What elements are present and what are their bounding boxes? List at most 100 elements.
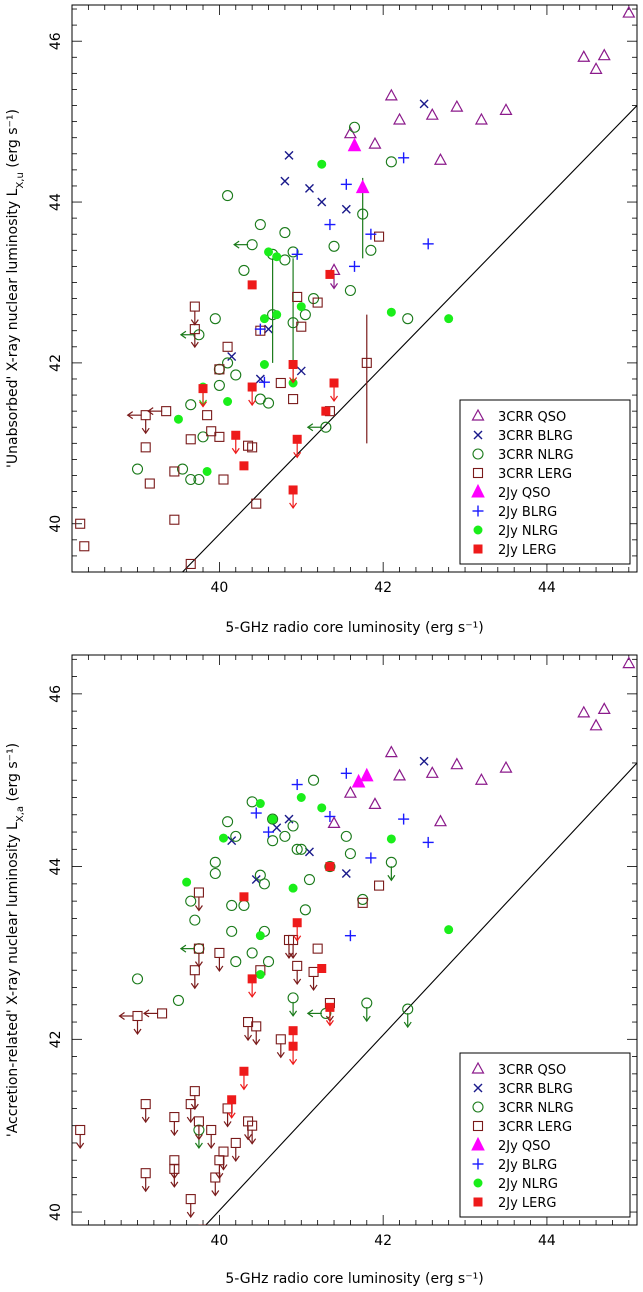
point-3crr-nlrg — [402, 313, 414, 325]
point-3crr-lerg — [214, 364, 225, 375]
y-tick-label: 40 — [48, 515, 64, 533]
point-3crr-nlrg — [246, 239, 258, 251]
x-tick-label: 44 — [538, 580, 556, 596]
upper-limit-arrowhead — [186, 1116, 195, 1124]
point-3crr-qso — [577, 50, 591, 62]
upper-limit-arrowhead — [252, 1039, 261, 1046]
point-3crr-nlrg — [185, 895, 197, 907]
point-3crr-nlrg — [344, 284, 356, 297]
point-3crr-nlrg — [328, 240, 340, 252]
point-3crr-lerg — [312, 943, 323, 954]
point-3crr-nlrg — [279, 227, 291, 239]
point-3crr-lerg — [361, 357, 372, 368]
x-axis-label: 5-GHz radio core luminosity (erg s⁻¹) — [225, 620, 483, 636]
point-3crr-nlrg — [197, 431, 209, 443]
legend-entry: 2Jy NLRG — [473, 1177, 558, 1192]
point-3crr-nlrg — [222, 190, 234, 202]
point-2jy-qso — [347, 137, 362, 152]
point-3crr-qso — [474, 772, 488, 785]
legend-label: 3CRR LERG — [498, 467, 572, 482]
upper-limit-arrowhead — [293, 978, 302, 985]
upper-limit-arrowhead — [141, 1185, 150, 1193]
upper-limit-arrowhead — [186, 1211, 195, 1219]
point-3crr-qso — [622, 5, 636, 18]
upper-limit-arrowhead — [289, 502, 298, 510]
point-3crr-lerg — [374, 231, 385, 242]
point-3crr-nlrg — [185, 399, 197, 411]
point-3crr-nlrg — [320, 421, 332, 433]
point-3crr-blrg — [284, 150, 294, 160]
point-2jy-lerg — [288, 485, 298, 495]
point-2jy-blrg — [365, 852, 377, 864]
point-3crr-nlrg — [193, 473, 205, 486]
legend-entry: 2Jy QSO — [471, 1136, 551, 1154]
point-3crr-blrg — [227, 836, 237, 846]
series-2jy-qso — [351, 767, 374, 788]
point-3crr-nlrg — [209, 856, 221, 868]
point-2jy-lerg — [473, 1197, 483, 1207]
point-3crr-nlrg — [472, 448, 484, 460]
y-tick-label: 44 — [48, 193, 64, 211]
point-3crr-qso — [327, 816, 341, 829]
upper-limit-arrowhead — [293, 451, 302, 459]
point-3crr-qso — [384, 745, 398, 758]
point-3crr-qso — [450, 99, 464, 112]
upper-limit-arrowhead — [244, 1134, 253, 1141]
x-tick-label: 44 — [538, 1233, 556, 1249]
legend-label: 2Jy QSO — [498, 486, 551, 501]
point-3crr-lerg — [275, 1034, 286, 1045]
point-3crr-qso — [471, 408, 485, 421]
point-2jy-blrg — [344, 930, 356, 942]
point-2jy-blrg — [254, 323, 266, 335]
point-2jy-qso — [471, 483, 485, 498]
legend-entry: 3CRR NLRG — [472, 1101, 574, 1116]
point-2jy-blrg — [422, 238, 434, 250]
point-2jy-blrg — [340, 178, 352, 190]
point-2jy-nlrg — [444, 314, 454, 324]
point-3crr-nlrg — [361, 997, 373, 1009]
y-tick-label: 44 — [48, 858, 64, 876]
point-3crr-lerg — [185, 434, 196, 445]
point-2jy-qso — [471, 1136, 485, 1151]
upper-limit-arrowhead — [306, 423, 314, 432]
point-2jy-nlrg — [386, 834, 396, 844]
upper-limit-arrowhead — [330, 395, 339, 403]
point-3crr-nlrg — [291, 843, 303, 855]
point-2jy-nlrg — [296, 793, 306, 802]
point-3crr-qso — [393, 112, 407, 125]
series-3crr-qso — [327, 5, 636, 290]
legend-box — [459, 1052, 631, 1218]
series-2jy-nlrg — [182, 793, 454, 980]
upper-limit-arrowhead — [194, 905, 203, 912]
point-3crr-nlrg — [213, 379, 225, 391]
point-3crr-nlrg — [226, 925, 238, 937]
point-3crr-nlrg — [299, 309, 311, 321]
legend-label: 2Jy BLRG — [498, 1158, 557, 1173]
point-2jy-nlrg — [182, 877, 192, 887]
point-2jy-nlrg — [255, 931, 265, 941]
point-2jy-blrg — [472, 1158, 484, 1170]
point-3crr-qso — [589, 62, 603, 74]
point-3crr-lerg — [202, 410, 213, 421]
upper-limit-arrowhead — [179, 944, 187, 953]
point-3crr-qso — [425, 766, 439, 778]
upper-limit-arrowhead — [227, 1112, 236, 1119]
point-3crr-nlrg — [267, 813, 279, 825]
point-2jy-lerg — [329, 378, 339, 388]
point-3crr-nlrg — [246, 947, 258, 959]
point-3crr-nlrg — [222, 816, 234, 828]
point-3crr-nlrg — [193, 943, 205, 955]
point-3crr-lerg — [243, 440, 254, 451]
series-3crr-qso — [327, 656, 636, 829]
legend-entry: 3CRR LERG — [472, 467, 572, 482]
point-3crr-qso — [368, 136, 382, 149]
upper-limit-arrowhead — [76, 1142, 85, 1150]
point-2jy-blrg — [349, 260, 360, 272]
series-2jy-qso — [347, 137, 370, 194]
legend-label: 3CRR QSO — [498, 1063, 566, 1078]
point-3crr-lerg — [292, 291, 303, 302]
legend-entry: 3CRR QSO — [471, 1061, 566, 1078]
legend-label: 2Jy NLRG — [498, 1177, 558, 1192]
point-3crr-nlrg — [385, 856, 397, 868]
point-3crr-lerg — [296, 321, 307, 332]
